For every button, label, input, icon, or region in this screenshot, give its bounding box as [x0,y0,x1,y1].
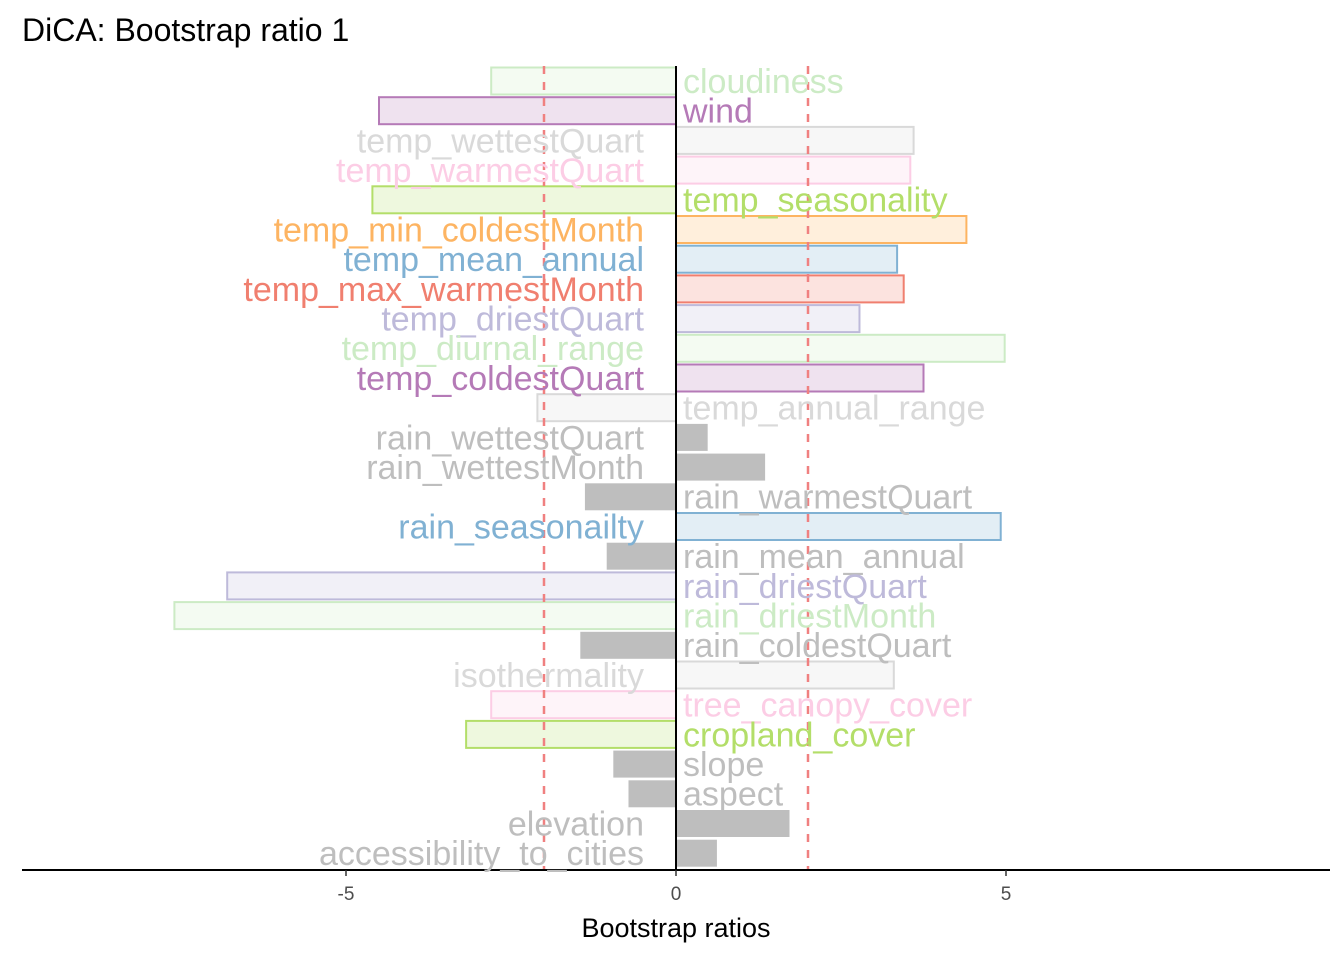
chart-title: DiCA: Bootstrap ratio 1 [22,12,349,48]
bar-label-temp-warmestQuart: temp_warmestQuart [336,152,645,190]
x-tick-label: -5 [338,884,355,905]
bar-label-temp-mean-annual: temp_mean_annual [343,241,644,279]
bar-temp-warmestQuart [675,155,912,185]
bar-temp-coldestQuart [675,363,925,393]
bar-label-tree-canopy-cover: tree_canopy_cover [683,687,972,725]
bar-label-elevation: elevation [508,805,644,843]
bar-temp-mean-annual [675,244,899,274]
bar-cloudiness [490,66,678,96]
bar-label-temp-wettestQuart: temp_wettestQuart [357,122,645,160]
bar-rain-driestMonth [173,601,677,631]
bar-label-temp-max-warmestMonth: temp_max_warmestMonth [243,271,644,309]
bar-label-rain-coldestQuart: rain_coldestQuart [683,627,952,665]
bar-label-isothermality: isothermality [453,657,644,695]
bar-label-cropland-cover: cropland_cover [683,716,915,754]
bar-label-aspect: aspect [683,776,784,814]
bar-label-rain-driestQuart: rain_driestQuart [683,568,927,606]
bar-label-temp-annual-range: temp_annual_range [683,390,985,428]
bar-label-rain-wettestQuart: rain_wettestQuart [376,419,645,457]
bar-temp-diurnal-range [675,333,1006,363]
bar-label-rain-seasonailty: rain_seasonailty [398,508,644,546]
bar-rain-wettestQuart [676,423,708,451]
bar-label-temp-seasonality: temp_seasonality [683,182,948,220]
bar-temp-wettestQuart [675,125,915,155]
bar-temp-driestQuart [675,304,861,334]
bars-layer [173,66,1006,867]
bar-rain-seasonailty [675,512,1002,541]
bar-rain-mean-annual [606,542,676,570]
x-tick-label: 5 [1001,884,1012,905]
bar-label-rain-mean-annual: rain_mean_annual [683,538,965,576]
bar-aspect [628,780,676,808]
threshold-lines [542,66,810,870]
bar-label-wind: wind [682,93,753,131]
bar-rain-coldestQuart [580,631,676,659]
bar-wind [378,96,677,126]
bar-isothermality [675,660,895,690]
bar-tree-canopy-cover [490,690,678,720]
bar-rain-wettestMonth [676,453,766,481]
x-axis-title: Bootstrap ratios [581,913,770,943]
bar-accessibility-to-cities [676,839,717,867]
x-axis-ticks: -5 0 5 [338,870,1012,905]
bar-cropland-cover [465,719,677,749]
x-tick-label: 0 [671,884,682,905]
bar-label-temp-min-coldestMonth: temp_min_coldestMonth [274,211,644,249]
bar-rain-driestQuart [226,571,677,601]
bar-label-slope: slope [683,746,764,784]
bar-rain-warmestQuart [584,483,676,511]
bar-slope [613,750,676,778]
bar-temp-max-warmestMonth [675,274,905,304]
bar-label-temp-coldestQuart: temp_coldestQuart [357,360,645,398]
bar-elevation [676,810,790,837]
bar-temp-min-coldestMonth [675,215,968,244]
bar-temp-annual-range [536,393,678,423]
bar-label-temp-diurnal-range: temp_diurnal_range [342,330,644,368]
bar-label-temp-driestQuart: temp_driestQuart [381,300,644,338]
bar-label-cloudiness: cloudiness [683,63,844,101]
bar-label-rain-driestMonth: rain_driestMonth [683,597,936,635]
bar-label-accessibility-to-cities: accessibility_to_cities [319,835,644,873]
bar-label-rain-warmestQuart: rain_warmestQuart [683,479,973,517]
bar-label-rain-wettestMonth: rain_wettestMonth [366,449,644,487]
bar-temp-seasonality [371,185,677,215]
